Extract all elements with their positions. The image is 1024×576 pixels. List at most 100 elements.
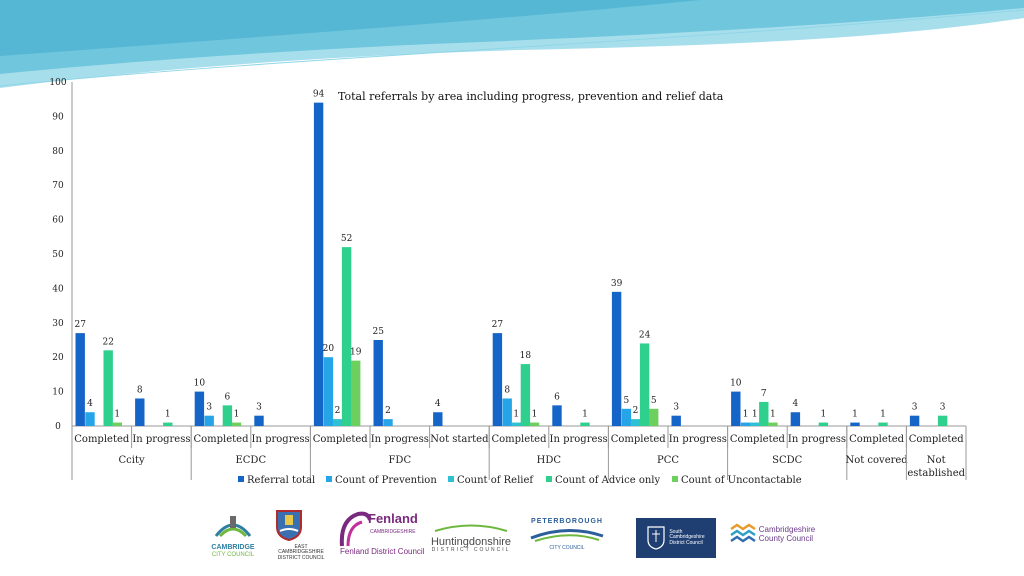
bar-advice <box>639 343 650 426</box>
data-label: 1 <box>532 410 538 420</box>
legend-item-relief: Count of Relief <box>448 475 534 486</box>
legend-swatch <box>238 476 244 482</box>
bar-prevention <box>502 398 512 426</box>
legend-item-prevention: Count of Prevention <box>326 475 437 486</box>
data-label: 3 <box>206 403 212 413</box>
x-status-label: In progress <box>371 434 429 445</box>
bar-group <box>850 422 888 426</box>
bar-advice <box>818 422 829 426</box>
data-label: 1 <box>165 410 171 420</box>
east-cambs-crest-icon <box>276 509 302 541</box>
data-label: 3 <box>912 403 918 413</box>
y-tick-label: 10 <box>52 388 64 398</box>
x-area-label: Not covered <box>845 455 908 466</box>
bar-group <box>254 415 264 426</box>
fenland-logo-line: Fenland District Council <box>340 547 425 556</box>
data-label: 6 <box>554 392 560 402</box>
bar-group <box>790 412 829 426</box>
legend-item-uncontactable: Count of Uncontactable <box>672 475 802 486</box>
x-status-label: In progress <box>669 434 727 445</box>
x-area-label: established <box>907 468 965 479</box>
bar-prevention <box>621 408 632 426</box>
bar-advice <box>103 350 113 426</box>
bar-uncontactable <box>112 422 122 426</box>
y-tick-label: 60 <box>52 216 64 226</box>
data-label: 20 <box>323 344 335 354</box>
y-tick-label: 90 <box>52 112 64 122</box>
legend-label: Count of Advice only <box>555 475 660 486</box>
bar-uncontactable <box>231 422 242 426</box>
huntingdonshire-logo: Huntingdonshire DISTRICT COUNCIL <box>428 510 514 560</box>
bar-advice <box>341 247 352 426</box>
bar-referral <box>194 391 205 426</box>
fenland-logo-sub: CAMBRIDGESHIRE <box>370 529 416 535</box>
south-cambridgeshire-logo: South Cambridgeshire District Council <box>636 518 716 558</box>
bar-advice <box>520 364 531 426</box>
legend-item-referral: Referral total <box>238 475 315 486</box>
bar-advice <box>878 422 888 426</box>
bar-group <box>492 333 540 426</box>
cambridge-mark-icon <box>214 515 252 537</box>
x-status-label: Completed <box>730 434 786 445</box>
bar-advice <box>937 415 948 426</box>
y-tick-label: 70 <box>52 181 64 191</box>
x-axis-labels: Completed In progress Completed In progress… <box>71 426 967 480</box>
data-label: 8 <box>137 385 143 395</box>
bar-referral <box>671 415 681 426</box>
data-label: 52 <box>341 234 352 244</box>
data-label: 5 <box>624 396 630 406</box>
bar-referral <box>373 340 383 426</box>
data-label: 2 <box>385 406 391 416</box>
cambridgeshire-county-council-logo: Cambridgeshire County Council <box>730 510 816 560</box>
bar-prevention <box>204 415 214 426</box>
x-status-label: Completed <box>193 434 249 445</box>
peterborough-logo-sub: CITY COUNCIL <box>549 545 585 552</box>
bar-referral <box>611 291 622 426</box>
y-tick-label: 30 <box>52 319 64 329</box>
legend-swatch <box>448 476 454 482</box>
bar-referral <box>552 405 562 426</box>
cambs-county-line1: Cambridgeshire <box>758 525 816 535</box>
fenland-logo-name: Fenland <box>368 511 418 526</box>
bar-referral <box>75 333 85 426</box>
east-cambs-logo-line2: DISTRICT COUNCIL <box>277 554 325 561</box>
bar-group <box>373 340 393 426</box>
x-status-label: In progress <box>788 434 846 445</box>
bar-prevention <box>740 422 751 426</box>
data-label: 2 <box>633 406 639 416</box>
chart-title: Total referrals by area including progre… <box>338 90 724 103</box>
bar-referral <box>254 415 264 426</box>
data-labels: 2742218110361394202521925242781181613952… <box>74 90 945 420</box>
data-label: 1 <box>770 410 776 420</box>
legend-label: Count of Uncontactable <box>681 475 802 486</box>
data-label: 27 <box>492 320 504 330</box>
south-cambs-crest-icon <box>647 526 665 550</box>
bar-group <box>75 333 122 426</box>
y-axis-ticks: 0 10 20 30 40 50 60 70 80 90 100 <box>49 78 66 432</box>
x-status-label: Completed <box>313 434 369 445</box>
cambridge-logo-line1: CAMBRIDGE <box>211 543 255 551</box>
data-label: 4 <box>793 399 799 409</box>
bar-referral <box>850 422 860 426</box>
data-label: 22 <box>102 337 113 347</box>
x-area-label: SCDC <box>772 455 803 466</box>
east-cambridgeshire-logo: EAST CAMBRIDGESHIRE DISTRICT COUNCIL <box>274 509 328 561</box>
bar-advice <box>759 401 769 426</box>
y-tick-label: 80 <box>52 147 64 157</box>
x-status-label: In progress <box>132 434 190 445</box>
header-decoration <box>0 0 1024 88</box>
data-label: 1 <box>582 410 588 420</box>
x-status-label: Completed <box>74 434 130 445</box>
peterborough-swoosh-icon <box>530 529 604 543</box>
bar-referral <box>790 412 801 426</box>
bar-uncontactable <box>768 422 778 426</box>
bar-advice <box>163 422 173 426</box>
legend-label: Count of Prevention <box>335 475 437 486</box>
x-area-label: FDC <box>388 455 411 466</box>
bar-prevention <box>323 357 334 426</box>
bar-referral <box>135 398 145 426</box>
x-status-label: Completed <box>849 434 905 445</box>
data-label: 25 <box>372 327 384 337</box>
y-tick-label: 50 <box>52 250 64 260</box>
